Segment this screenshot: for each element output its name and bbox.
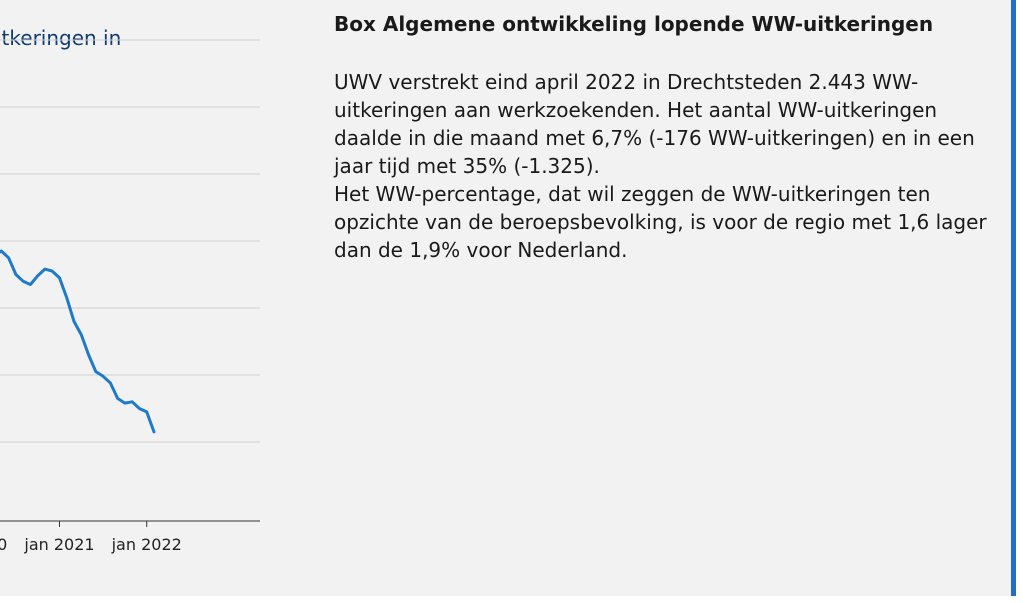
chart-panel [0,0,1011,596]
box-paragraph: Het WW-percentage, dat wil zeggen de WW-… [334,182,987,262]
box-title: Box Algemene ontwikkeling lopende WW-uit… [334,12,934,36]
accent-bar [1011,0,1016,596]
box-paragraph: UWV verstrekt eind april 2022 in Drechts… [334,70,975,178]
box-body: UWV verstrekt eind april 2022 in Drechts… [334,68,1009,264]
x-tick-label: jan 2021 [23,535,94,554]
chart-title: itkeringen in [0,26,122,50]
gridlines [0,39,260,443]
series-line [0,249,156,434]
x-tick-label: jan 2022 [111,535,182,554]
x-tick-label: jan 2020 [0,535,7,554]
